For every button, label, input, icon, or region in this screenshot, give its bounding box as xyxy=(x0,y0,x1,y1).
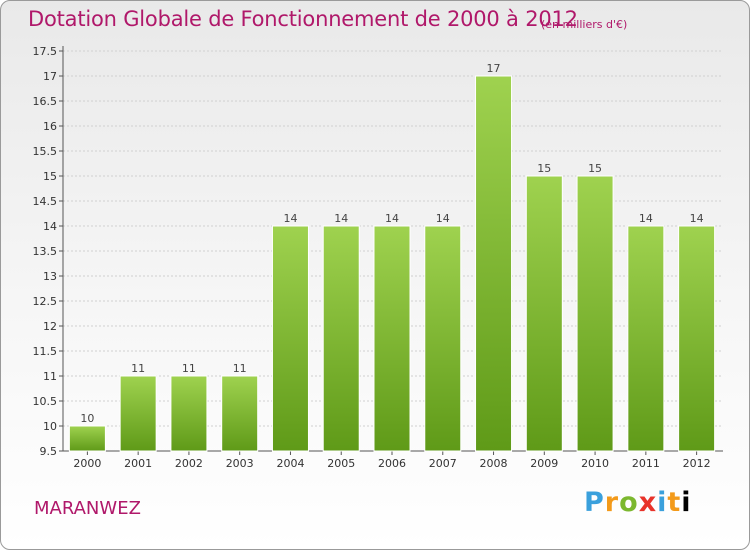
data-label-2007: 14 xyxy=(436,212,450,225)
x-tick-label: 2001 xyxy=(124,457,152,470)
x-tick-label: 2012 xyxy=(683,457,711,470)
data-label-2004: 14 xyxy=(283,212,297,225)
data-label-2008: 17 xyxy=(487,62,501,75)
bars xyxy=(68,75,716,452)
data-label-2000: 10 xyxy=(80,412,94,425)
bar-2004 xyxy=(271,225,309,452)
y-tick-label: 13.5 xyxy=(33,245,58,258)
x-tick-label: 2010 xyxy=(581,457,609,470)
x-tick-label: 2008 xyxy=(480,457,508,470)
bar-2003 xyxy=(221,375,259,452)
bar-2006 xyxy=(373,225,411,452)
x-tick-label: 2000 xyxy=(73,457,101,470)
y-tick-label: 15.5 xyxy=(33,145,58,158)
y-tick-label: 17.5 xyxy=(33,45,58,58)
y-tick-label: 16.5 xyxy=(33,95,58,108)
labels: 10 2000 11 2001 11 2002 11 2003 14 2004 14 2005 14 20… xyxy=(73,62,710,470)
y-tick-label: 12 xyxy=(43,320,57,333)
x-tick-label: 2002 xyxy=(175,457,203,470)
y-tick-label: 11.5 xyxy=(33,345,58,358)
data-label-2001: 11 xyxy=(131,362,145,375)
y-tick-label: 10 xyxy=(43,420,57,433)
data-label-2006: 14 xyxy=(385,212,399,225)
y-tick-label: 14.5 xyxy=(33,195,58,208)
chart-subtitle: (en milliers d'€) xyxy=(541,18,628,31)
proxiti-logo: Proxiti xyxy=(584,487,692,518)
x-tick-label: 2006 xyxy=(378,457,406,470)
data-label-2003: 11 xyxy=(233,362,247,375)
data-label-2005: 14 xyxy=(334,212,348,225)
x-tick-label: 2005 xyxy=(327,457,355,470)
bar-2010 xyxy=(576,175,614,452)
y-tick-label: 15 xyxy=(43,170,57,183)
x-tick-label: 2009 xyxy=(530,457,558,470)
y-tick-label: 16 xyxy=(43,120,57,133)
x-tick-label: 2007 xyxy=(429,457,457,470)
bar-2012 xyxy=(678,225,716,452)
y-tick-label: 14 xyxy=(43,220,57,233)
y-tick-label: 10.5 xyxy=(33,395,58,408)
data-label-2009: 15 xyxy=(537,162,551,175)
bar-2000 xyxy=(68,425,106,452)
data-label-2002: 11 xyxy=(182,362,196,375)
x-tick-label: 2011 xyxy=(632,457,660,470)
bar-2007 xyxy=(424,225,462,452)
y-tick-label: 12.5 xyxy=(33,295,58,308)
bar-2009 xyxy=(525,175,563,452)
bar-2005 xyxy=(322,225,360,452)
bar-2002 xyxy=(170,375,208,452)
data-label-2012: 14 xyxy=(690,212,704,225)
y-tick-label: 17 xyxy=(43,70,57,83)
x-tick-label: 2003 xyxy=(226,457,254,470)
data-label-2010: 15 xyxy=(588,162,602,175)
data-label-2011: 14 xyxy=(639,212,653,225)
y-tick-label: 9.5 xyxy=(40,445,58,458)
chart-title: Dotation Globale de Fonctionnement de 20… xyxy=(28,7,578,31)
bar-2001 xyxy=(119,375,157,452)
y-tick-label: 11 xyxy=(43,370,57,383)
bar-2008 xyxy=(475,75,513,452)
y-tick-label: 13 xyxy=(43,270,57,283)
x-tick-label: 2004 xyxy=(276,457,304,470)
bar-2011 xyxy=(627,225,665,452)
commune-name: MARANWEZ xyxy=(34,498,141,519)
